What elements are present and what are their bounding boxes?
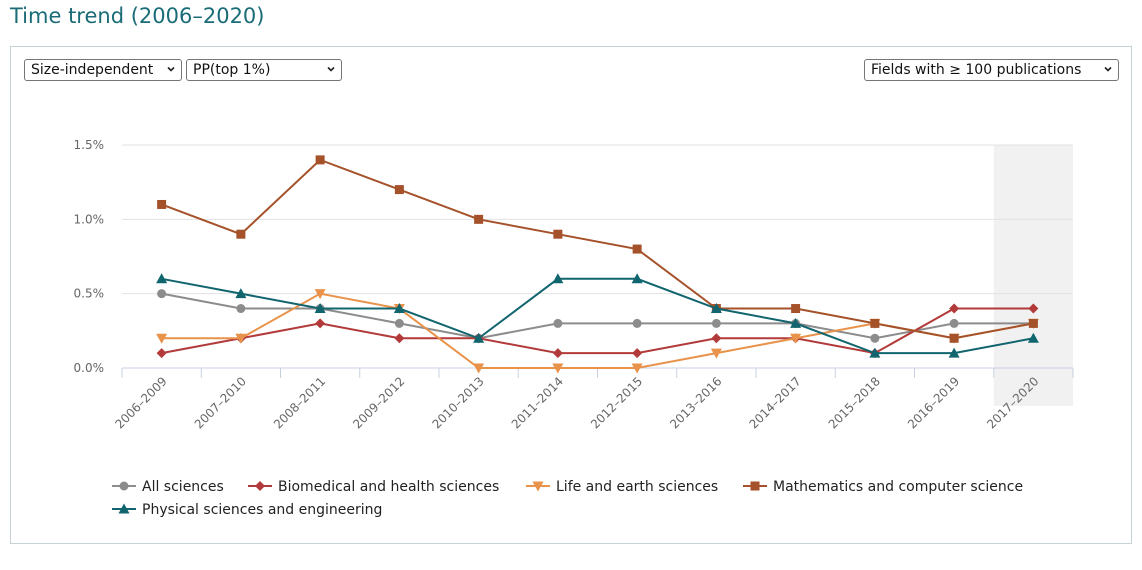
data-point (553, 318, 563, 328)
y-tick-label: 0.5% (74, 287, 105, 301)
series-line (161, 307, 1034, 355)
legend-item: Life and earth sciences (526, 479, 718, 495)
x-tick-label: 2008–2011 (271, 374, 328, 431)
data-point (1028, 318, 1038, 328)
series-line (161, 277, 1034, 355)
legend-marker (750, 481, 760, 491)
legend-marker (255, 481, 265, 491)
data-point (235, 333, 247, 344)
x-tick-label: 2015–2018 (826, 374, 883, 431)
data-point (631, 363, 643, 374)
x-tick-label: 2010–2013 (429, 374, 486, 431)
legend-label: Biomedical and health sciences (278, 479, 499, 495)
data-point (870, 318, 880, 328)
x-tick-label: 2014–2017 (746, 374, 803, 431)
x-tick-label: 2011–2014 (509, 374, 566, 431)
chevron-down-icon (1104, 66, 1112, 72)
data-point (710, 348, 722, 359)
data-point (236, 229, 246, 239)
series-line (161, 292, 1034, 369)
y-tick-label: 0.0% (74, 361, 105, 375)
data-point (552, 348, 563, 359)
data-point (948, 347, 960, 358)
legend-label: Physical sciences and engineering (142, 502, 382, 518)
data-point (632, 244, 642, 254)
data-point (870, 333, 880, 343)
data-point (869, 347, 881, 358)
y-tick-label: 1.0% (74, 212, 105, 226)
data-point (314, 303, 326, 314)
data-point (711, 333, 722, 344)
x-tick-label: 2009–2012 (350, 374, 407, 431)
indicator-select[interactable]: PP(top 1%) (186, 59, 342, 81)
data-point (552, 273, 564, 284)
data-point (949, 303, 960, 314)
data-point (949, 318, 959, 328)
x-tick-label: 2012–2015 (588, 374, 645, 431)
legend-item: Mathematics and computer science (743, 479, 1023, 495)
series-line (161, 158, 1034, 340)
chevron-down-icon (327, 66, 335, 72)
x-tick-label: 2016–2019 (905, 374, 962, 431)
highlight-band (993, 145, 1073, 406)
data-point (157, 199, 167, 209)
data-point (236, 304, 246, 314)
indicator-value: PP(top 1%) (193, 62, 271, 78)
legend-marker (532, 481, 544, 492)
x-tick-label: 2006–2009 (112, 374, 169, 431)
data-point (632, 318, 642, 328)
data-point (315, 155, 325, 165)
legend-item: Physical sciences and engineering (112, 502, 382, 518)
data-point (632, 348, 643, 359)
data-point (156, 333, 168, 344)
data-point (949, 333, 959, 343)
data-point (552, 363, 564, 374)
data-point (553, 229, 563, 239)
chart-panel: Size-independent PP(top 1%) Fields with … (10, 46, 1132, 544)
indicator-type-select[interactable]: Size-independent (24, 59, 182, 81)
legend-label: All sciences (142, 479, 224, 495)
data-point (1028, 303, 1039, 314)
data-point (711, 318, 721, 328)
series-physical-sciences-and-engineering (156, 273, 1039, 358)
data-point (394, 333, 405, 344)
data-point (790, 317, 802, 328)
data-point (314, 289, 326, 300)
data-point (791, 304, 801, 314)
data-point (473, 332, 485, 343)
series-line (161, 292, 1034, 340)
data-point (235, 288, 247, 299)
data-point (393, 303, 405, 314)
legend-label: Life and earth sciences (556, 479, 718, 495)
legend-marker (119, 481, 129, 491)
x-tick-label: 2007–2010 (192, 374, 249, 431)
legend-item: Biomedical and health sciences (248, 479, 499, 495)
field-filter-value: Fields with ≥ 100 publications (871, 62, 1082, 78)
page-title: Time trend (2006–2020) (10, 4, 265, 28)
data-point (1027, 332, 1039, 343)
legend-item: All sciences (112, 479, 224, 495)
series-mathematics-and-computer-science (157, 155, 1038, 343)
data-point (710, 303, 722, 314)
data-point (157, 289, 167, 299)
data-point (156, 348, 167, 359)
indicator-type-value: Size-independent (31, 62, 154, 78)
field-filter-select[interactable]: Fields with ≥ 100 publications (864, 59, 1119, 81)
data-point (394, 318, 404, 328)
chevron-down-icon (167, 66, 175, 72)
y-tick-label: 1.5% (74, 138, 105, 152)
data-point (631, 273, 643, 284)
x-tick-label: 2013–2016 (667, 374, 724, 431)
data-point (394, 185, 404, 195)
legend-marker (118, 503, 130, 514)
data-point (474, 214, 484, 224)
data-point (156, 273, 168, 284)
data-point (473, 363, 485, 374)
data-point (790, 333, 802, 344)
legend-label: Mathematics and computer science (773, 479, 1023, 495)
data-point (315, 318, 326, 329)
